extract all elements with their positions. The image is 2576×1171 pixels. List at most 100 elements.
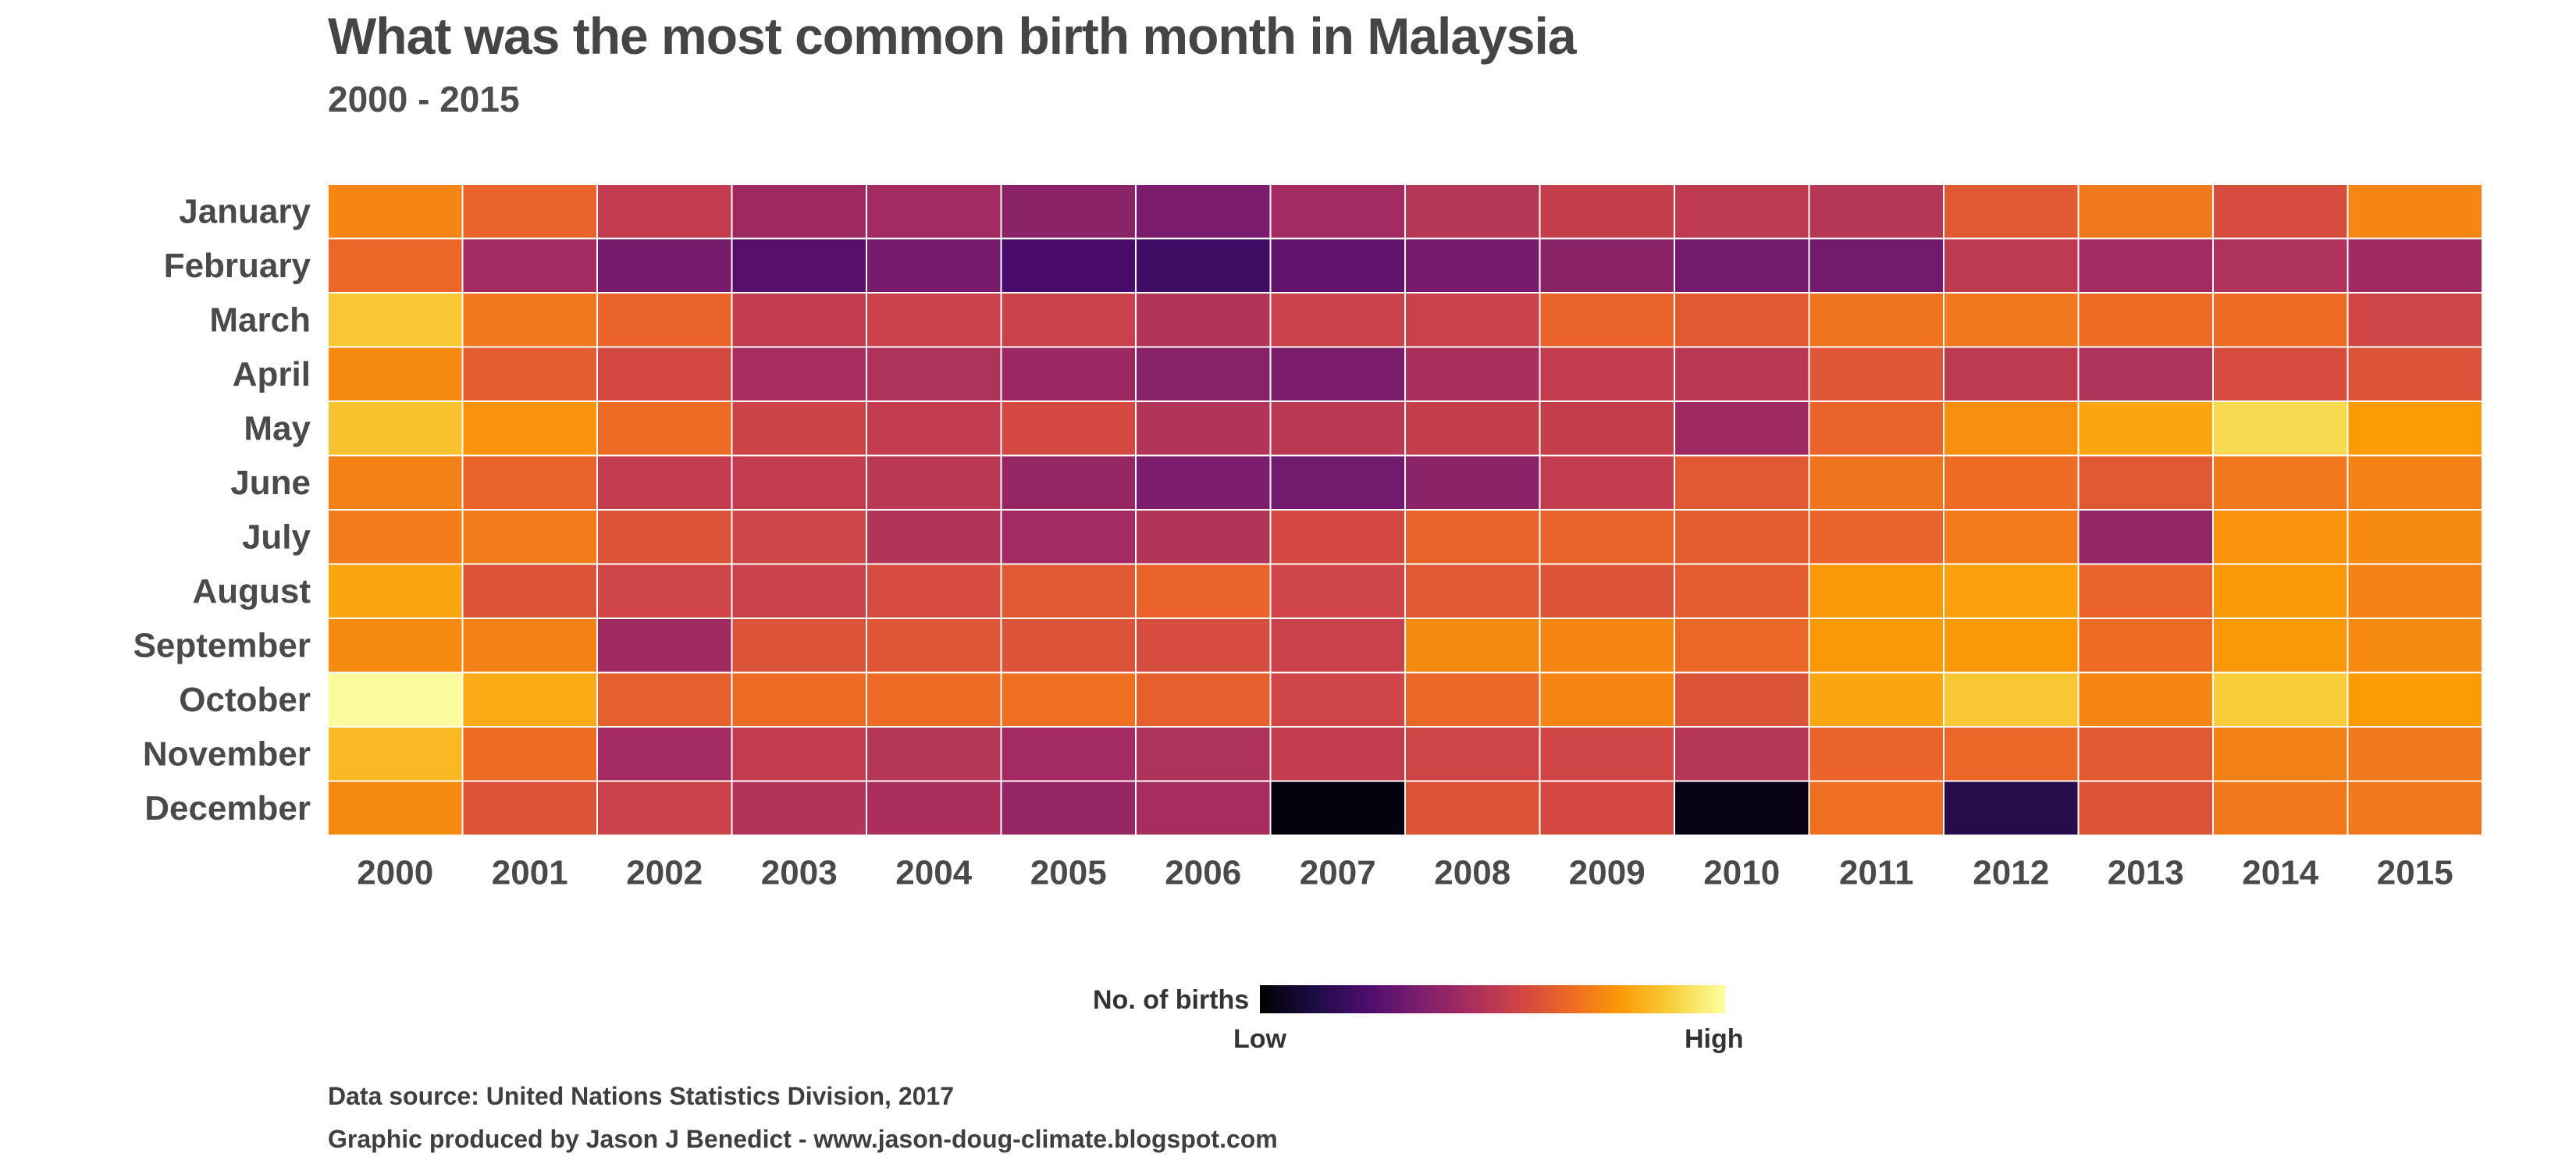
heatmap-cell [1808, 346, 1944, 402]
heatmap-cell [866, 563, 1002, 619]
heatmap-cell [461, 346, 598, 402]
month-tick-label: December [144, 789, 311, 828]
data-source-caption: Data source: United Nations Statistics D… [328, 1082, 955, 1110]
heatmap-cell [2212, 292, 2349, 348]
heatmap-cell [2347, 183, 2483, 240]
heatmap-cell [1135, 563, 1272, 619]
heatmap-cell [1269, 292, 1406, 348]
heatmap-cell [2212, 400, 2349, 457]
heatmap-cell [1539, 671, 1675, 728]
heatmap-cell [327, 346, 464, 402]
heatmap-cell [2212, 618, 2349, 674]
month-tick-label: October [179, 681, 311, 719]
heatmap-cell [1404, 454, 1541, 511]
heatmap-cell [1539, 509, 1675, 565]
heatmap-cell [1808, 292, 1944, 348]
heatmap-cell [1000, 237, 1137, 294]
heatmap-cell [1674, 183, 1810, 240]
heatmap-cell [1135, 183, 1272, 240]
heatmap-cell [2212, 346, 2349, 402]
heatmap-cell [2077, 237, 2214, 294]
heatmap-cell [1943, 346, 2080, 402]
heatmap-cell [1269, 780, 1406, 836]
heatmap-cell [2077, 346, 2214, 402]
heatmap-cell [1135, 671, 1272, 728]
heatmap-cell [1269, 346, 1406, 402]
heatmap-cell [1000, 454, 1137, 511]
month-tick-label: July [242, 518, 311, 556]
heatmap-cell [1135, 780, 1272, 836]
heatmap-cell [327, 292, 464, 348]
legend-high-label: High [1685, 1024, 1744, 1054]
heatmap-cell [1943, 563, 2080, 619]
year-tick-label: 2010 [1703, 854, 1780, 892]
heatmap-cell [1539, 292, 1675, 348]
heatmap-cell [1000, 671, 1137, 728]
heatmap-cell [2077, 292, 2214, 348]
heatmap-cell [1135, 346, 1272, 402]
heatmap-cell [1674, 780, 1810, 836]
year-tick-label: 2001 [492, 854, 568, 892]
heatmap-cell [1404, 780, 1541, 836]
heatmap-cell [1674, 563, 1810, 619]
heatmap-cell [461, 237, 598, 294]
heatmap-cell [731, 292, 867, 348]
heatmap-cell [1539, 726, 1675, 782]
month-axis: January February March April May June July Augu… [133, 192, 311, 828]
heatmap-cell [2212, 183, 2349, 240]
heatmap-cell [327, 780, 464, 836]
heatmap-cell [1404, 726, 1541, 782]
heatmap-cell [1000, 563, 1137, 619]
heatmap-cell [327, 183, 464, 240]
month-tick-label: August [192, 572, 311, 610]
heatmap-cell [2347, 671, 2483, 728]
heatmap-cell [2212, 454, 2349, 511]
heatmap-cell [1269, 563, 1406, 619]
year-tick-label: 2000 [357, 854, 433, 892]
heatmap-cell [327, 671, 464, 728]
heatmap-cell [2212, 509, 2349, 565]
heatmap-cell [596, 509, 733, 565]
heatmap-cell [2212, 237, 2349, 294]
heatmap-cell [1404, 237, 1541, 294]
heatmap-cell [1000, 183, 1137, 240]
heatmap-cell [2212, 563, 2349, 619]
heatmap-cell [731, 400, 867, 457]
heatmap-cell [2077, 400, 2214, 457]
heatmap-cell [731, 454, 867, 511]
heatmap-cell [1000, 780, 1137, 836]
heatmap-cell [1943, 292, 2080, 348]
heatmap-cell [596, 726, 733, 782]
heatmap-cell [1135, 400, 1272, 457]
heatmap-cell [1674, 509, 1810, 565]
heatmap-cell [1674, 726, 1810, 782]
heatmap-cell [2077, 618, 2214, 674]
heatmap-cell [1808, 726, 1944, 782]
heatmap-cell [1404, 400, 1541, 457]
heatmap-cell [731, 563, 867, 619]
heatmap-cell [1808, 563, 1944, 619]
heatmap-cell [1674, 400, 1810, 457]
heatmap-cell [2077, 726, 2214, 782]
heatmap-cell [1539, 563, 1675, 619]
legend-low-label: Low [1233, 1024, 1286, 1054]
heatmap-cell [866, 183, 1002, 240]
heatmap-cell [1539, 346, 1675, 402]
heatmap-cell [1539, 780, 1675, 836]
heatmap-cell [1674, 292, 1810, 348]
month-tick-label: June [230, 464, 311, 502]
year-tick-label: 2006 [1165, 854, 1241, 892]
heatmap-cell [1539, 237, 1675, 294]
heatmap-cell [327, 454, 464, 511]
heatmap-cell [1808, 454, 1944, 511]
heatmap-cell [1000, 618, 1137, 674]
year-tick-label: 2002 [626, 854, 703, 892]
heatmap-cell [596, 780, 733, 836]
heatmap-cell [1404, 292, 1541, 348]
heatmap-cell [2347, 237, 2483, 294]
heatmap-cell [327, 618, 464, 674]
month-tick-label: January [179, 192, 311, 230]
heatmap-cell [1135, 454, 1272, 511]
year-tick-label: 2011 [1839, 854, 1913, 892]
heatmap-cells [327, 183, 2483, 836]
